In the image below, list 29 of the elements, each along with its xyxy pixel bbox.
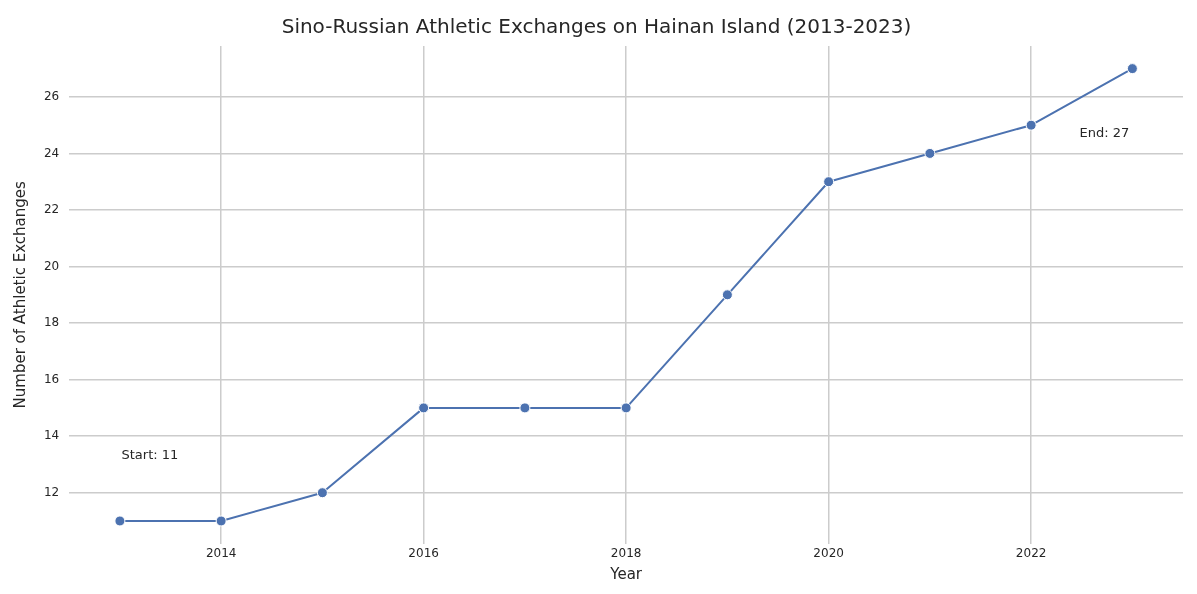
x-tick-label: 2016	[408, 545, 439, 560]
chart-title: Sino-Russian Athletic Exchanges on Hainan Island (2013-2023)	[281, 14, 912, 39]
point	[823, 176, 835, 188]
point	[519, 402, 531, 414]
point	[215, 515, 227, 527]
point	[620, 402, 632, 414]
point	[1025, 119, 1037, 131]
y-tick-label: 18	[43, 315, 60, 330]
y-tick-label: 20	[43, 258, 60, 273]
point	[114, 515, 126, 527]
x-tick-label: 2020	[813, 545, 844, 560]
y-tick-label: 16	[43, 371, 60, 386]
x-tick-label: 2018	[610, 545, 642, 560]
x-tick-label: 2022	[1015, 545, 1047, 560]
point	[924, 147, 936, 159]
point	[316, 487, 328, 499]
y-tick-label: 22	[43, 202, 60, 217]
x-axis-title: Year	[609, 564, 643, 583]
point	[418, 402, 430, 414]
y-tick-label: 26	[43, 89, 60, 104]
annotation: Start: 11	[121, 447, 179, 463]
annotation: End: 27	[1079, 124, 1130, 140]
point	[1126, 63, 1138, 75]
y-tick-label: 24	[43, 145, 60, 160]
y-tick-label: 14	[43, 428, 60, 443]
x-tick-label: 2014	[205, 545, 237, 560]
y-axis-title: Number of Athletic Exchanges	[10, 181, 29, 409]
y-tick-label: 12	[43, 484, 60, 499]
point	[721, 289, 733, 301]
